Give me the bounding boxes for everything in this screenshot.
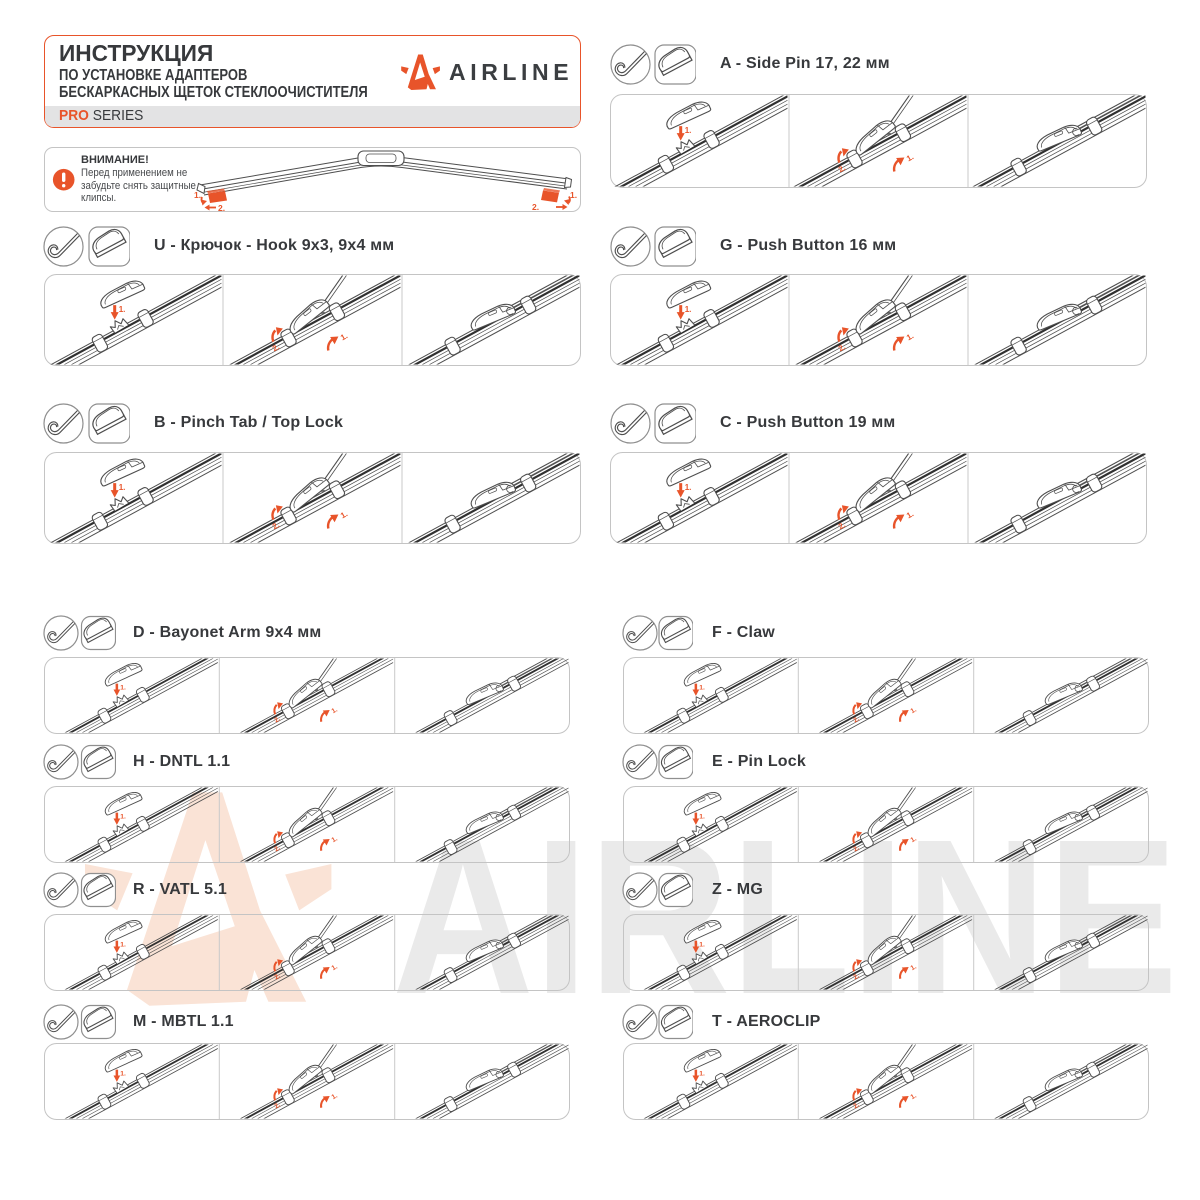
svg-text:2.: 2.: [532, 202, 539, 212]
svg-text:2.: 2.: [218, 203, 225, 212]
svg-text:1.: 1.: [194, 190, 201, 200]
svg-text:1.: 1.: [570, 190, 577, 200]
